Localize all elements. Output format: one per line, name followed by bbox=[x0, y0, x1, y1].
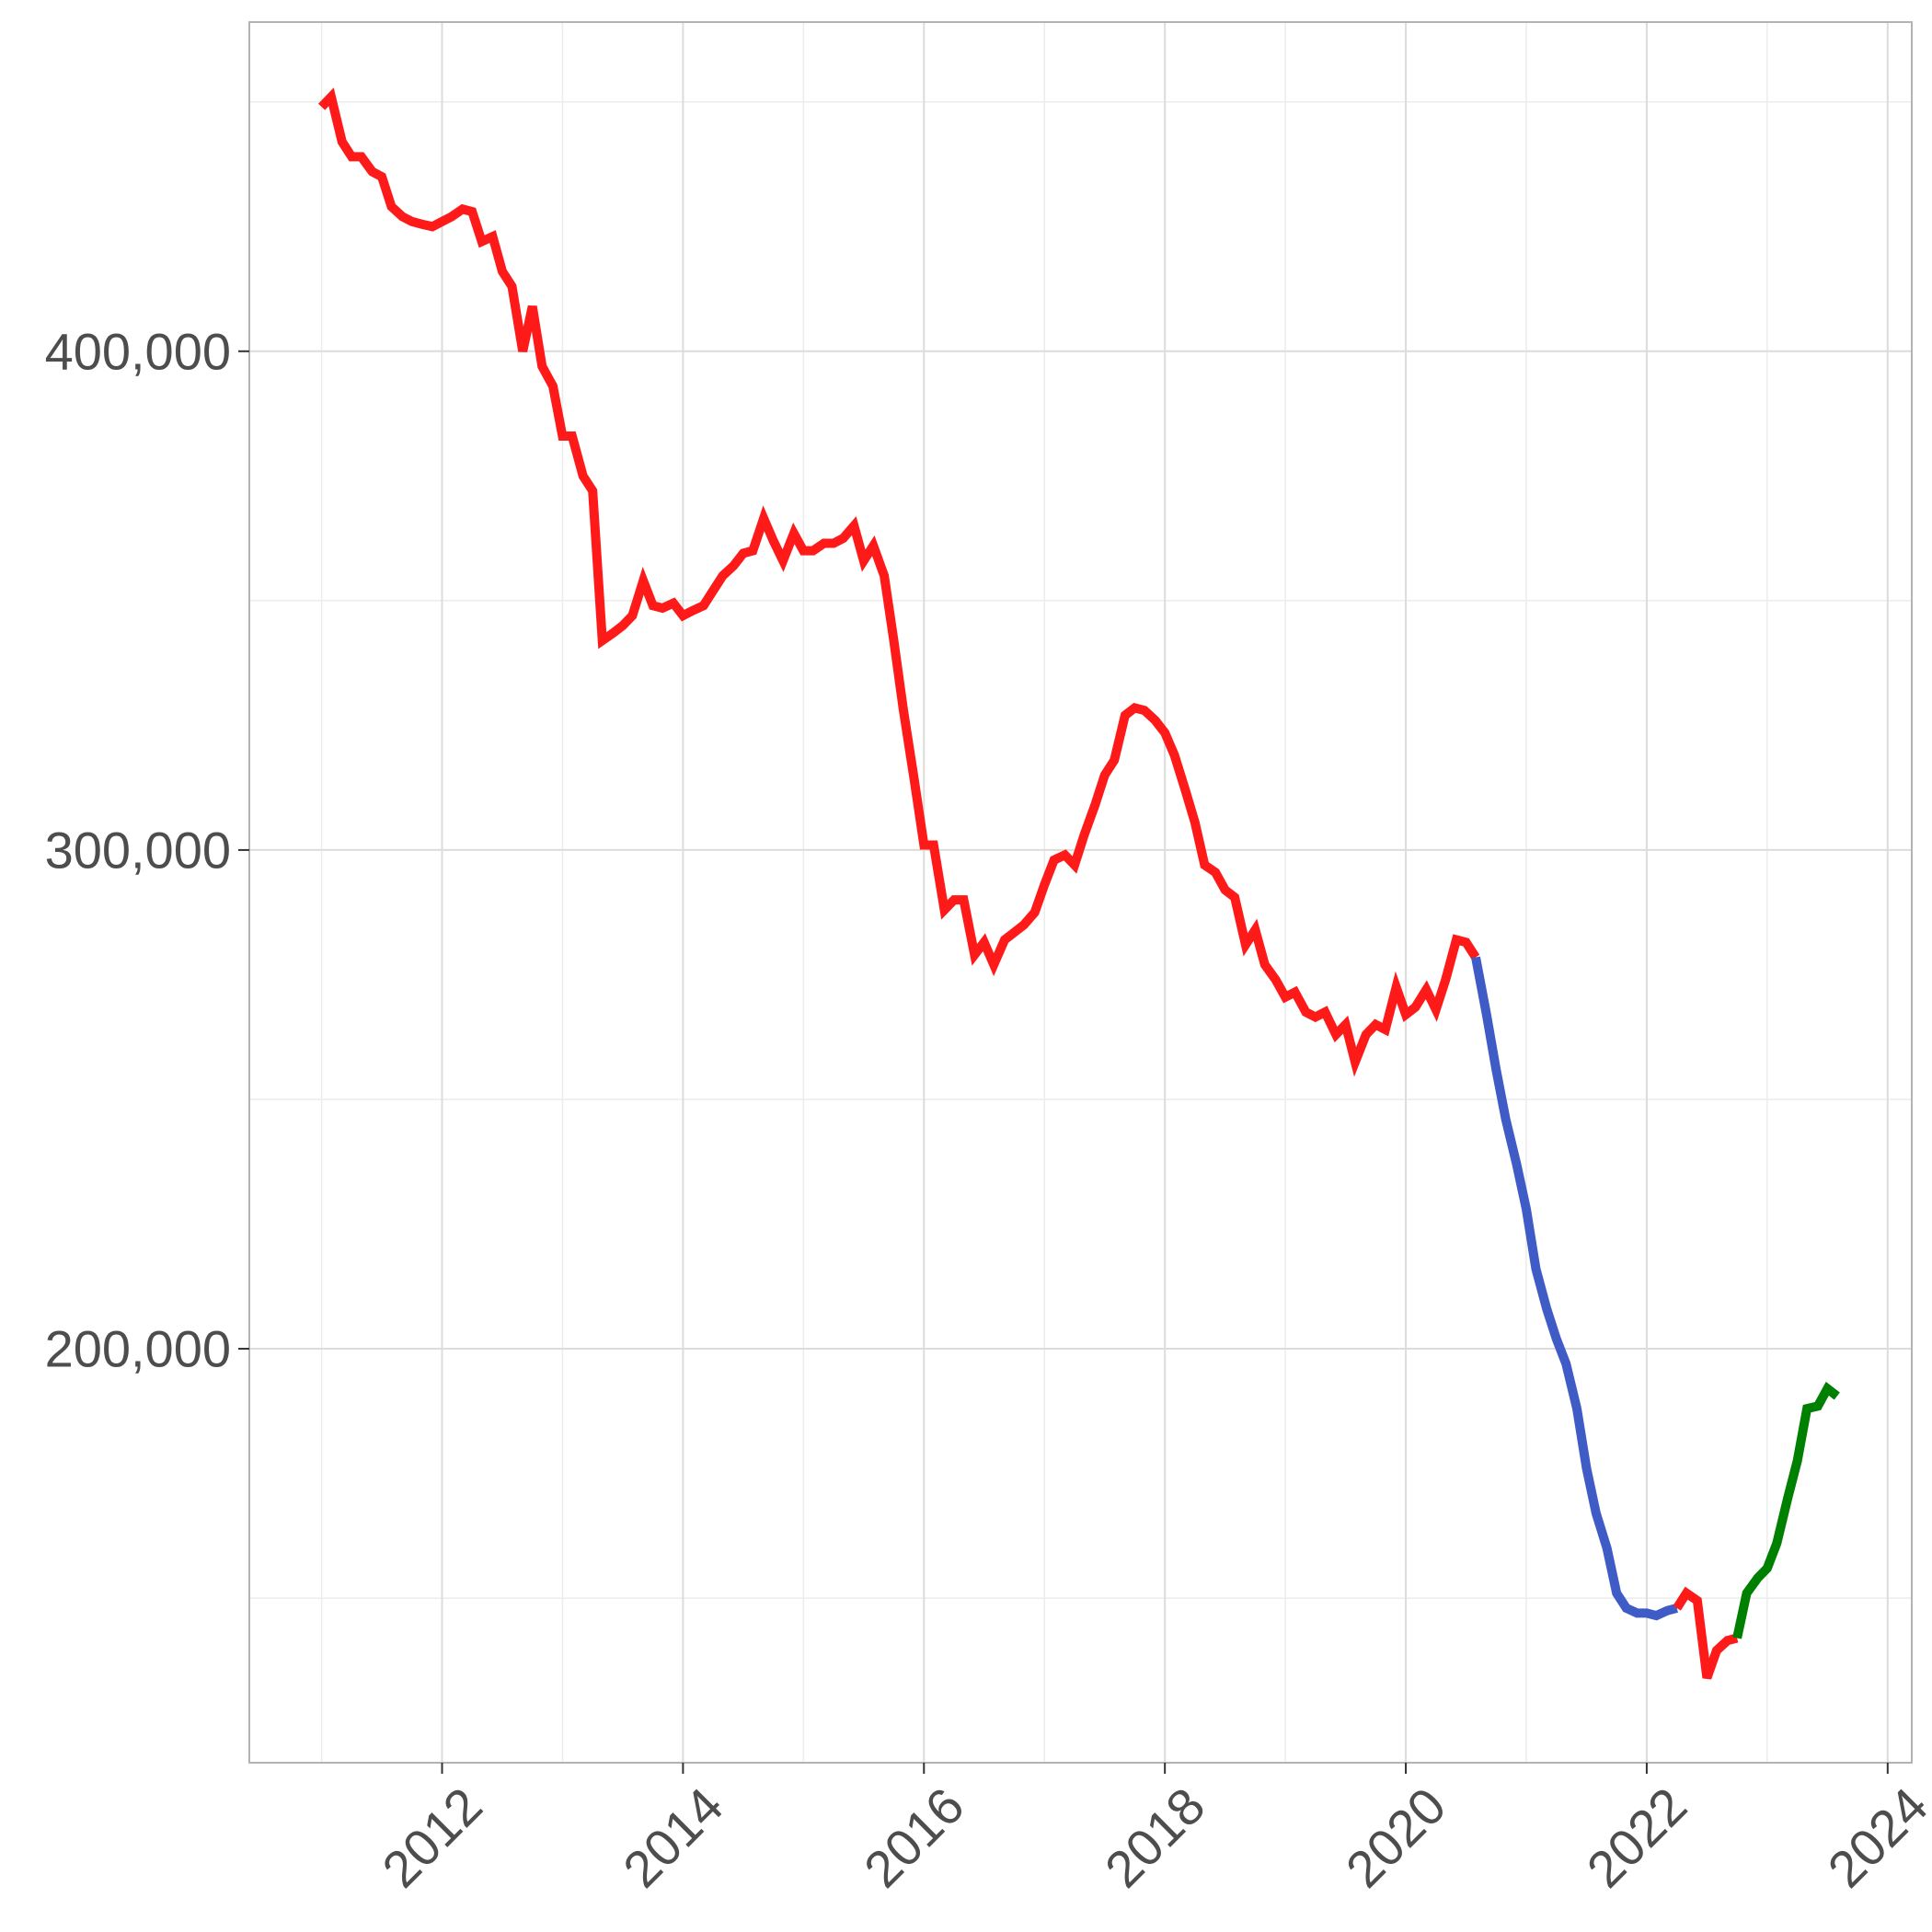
y-axis: 200,000 300,000 400,000 bbox=[45, 322, 249, 1378]
series-line-segment-2 bbox=[1471, 956, 1678, 1621]
y-tick-label: 200,000 bbox=[45, 1320, 231, 1378]
series-line-segment-1 bbox=[317, 87, 1480, 1077]
minor-gridlines bbox=[249, 22, 1912, 1763]
plot-panel-border bbox=[248, 21, 1913, 1764]
series-lines bbox=[317, 87, 1840, 1680]
series-line-segment-4 bbox=[1732, 1381, 1840, 1639]
series-line-segment-3 bbox=[1673, 1586, 1739, 1680]
y-tick-label: 400,000 bbox=[45, 322, 231, 380]
y-tick-label: 300,000 bbox=[45, 821, 231, 879]
